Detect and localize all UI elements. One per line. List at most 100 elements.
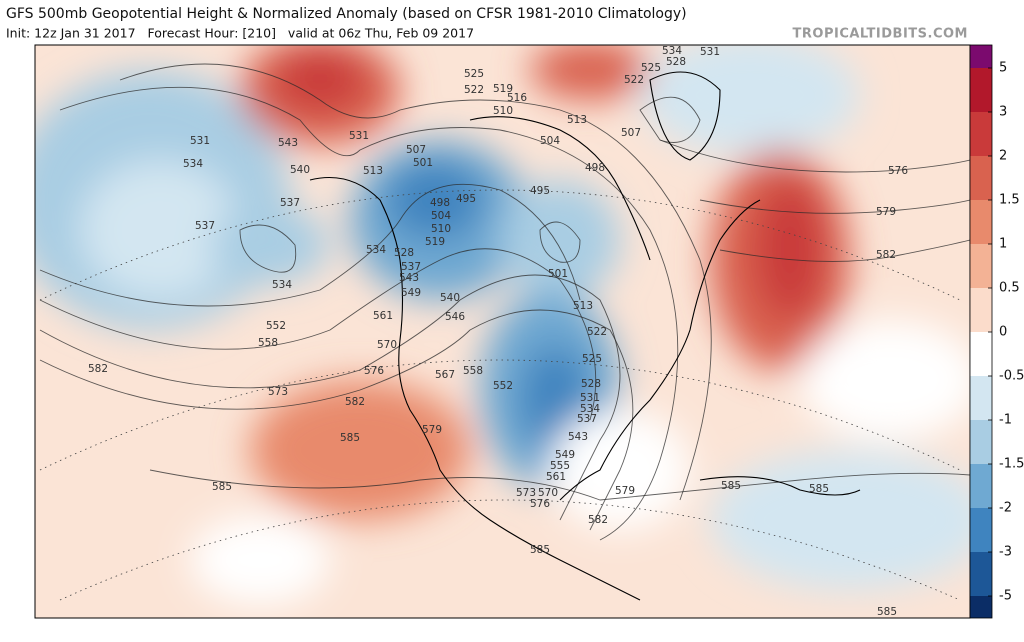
colorbar-segment	[970, 596, 992, 618]
title: GFS 500mb Geopotential Height & Normaliz…	[6, 6, 687, 22]
colorbar-tick-label: 3	[999, 105, 1007, 120]
colorbar-segment	[970, 288, 992, 332]
colorbar-segment	[970, 112, 992, 156]
contour-label: 540	[290, 164, 310, 176]
contour-label: 543	[568, 431, 588, 443]
colorbar-segment	[970, 332, 992, 376]
contour-label: 531	[700, 46, 720, 58]
colorbar-tick-label: -1	[999, 413, 1012, 428]
map: 5315345435405375375345525585735615705765…	[35, 45, 970, 618]
contour-label: 570	[538, 487, 558, 499]
contour-label: 576	[888, 165, 908, 177]
contour-label: 552	[493, 380, 513, 392]
colorbar-tick-label: 1	[999, 237, 1007, 252]
contour-label: 516	[507, 92, 527, 104]
contour-label: 504	[431, 210, 451, 222]
contour-label: 498	[585, 162, 605, 174]
contour-label: 495	[456, 193, 476, 205]
contour-label: 552	[266, 320, 286, 332]
colorbar-tick-label: 2	[999, 149, 1007, 164]
contour-label: 534	[580, 403, 600, 415]
contour-label: 579	[422, 424, 442, 436]
contour-label: 522	[624, 74, 644, 86]
contour-label: 537	[577, 413, 597, 425]
contour-label: 537	[195, 220, 215, 232]
contour-label: 531	[190, 135, 210, 147]
colorbar-tick-label: -1.5	[999, 457, 1024, 472]
contour-label: 582	[345, 396, 365, 408]
contour-label: 570	[377, 339, 397, 351]
contour-label: 522	[464, 84, 484, 96]
colorbar-segment	[970, 68, 992, 112]
colorbar-segment	[970, 200, 992, 244]
colorbar-segment	[970, 156, 992, 200]
colorbar-segment	[970, 244, 992, 288]
contour-label: 537	[280, 197, 300, 209]
contour-label: 558	[258, 337, 278, 349]
contour-label: 561	[546, 471, 566, 483]
contour-label: 513	[363, 165, 383, 177]
colorbar-tick-label: -3	[999, 545, 1012, 560]
contour-label: 567	[435, 369, 455, 381]
contour-label: 501	[413, 157, 433, 169]
contour-label: 585	[340, 432, 360, 444]
colorbar-frame	[969, 44, 993, 619]
contour-label: 582	[588, 514, 608, 526]
contour-label: 585	[721, 480, 741, 492]
colorbar-tick-label: 0	[999, 325, 1007, 340]
contour-label: 534	[366, 244, 386, 256]
contour-label: 510	[493, 105, 513, 117]
contour-label: 579	[615, 485, 635, 497]
contour-label: 528	[666, 56, 686, 68]
contour-label: 558	[463, 365, 483, 377]
contour-label: 561	[373, 310, 393, 322]
colorbar: 5 3 2 1.5 1 0.5 0 -0.5 -1 -1.5 -2 -3 -5	[969, 44, 1024, 619]
contour-label: 543	[278, 137, 298, 149]
contour-label: 549	[401, 287, 421, 299]
height-contours	[39, 63, 970, 541]
colorbar-tick-label: 0.5	[999, 281, 1020, 296]
contour-label: 576	[364, 365, 384, 377]
contour-label: 495	[530, 185, 550, 197]
contour-label: 537	[401, 261, 421, 273]
contour-label: 573	[516, 487, 536, 499]
latitude-lines	[39, 189, 961, 601]
contour-label: 582	[876, 249, 896, 261]
site-label: TROPICALTIDBITS.COM	[793, 27, 968, 42]
contour-label: 498	[430, 197, 450, 209]
contour-label: 513	[573, 300, 593, 312]
colorbar-tick-label: -0.5	[999, 369, 1024, 384]
contour-label: 549	[555, 449, 575, 461]
colorbar-segment	[970, 552, 992, 596]
contour-label: 510	[431, 223, 451, 235]
contour-label: 546	[445, 311, 465, 323]
subtitle: Init: 12z Jan 31 2017 Forecast Hour: [21…	[6, 26, 474, 41]
contour-label: 501	[548, 268, 568, 280]
contour-label: 555	[550, 460, 570, 472]
colorbar-tick-label: 1.5	[999, 193, 1020, 208]
colorbar-tick-label: -2	[999, 501, 1012, 516]
contour-label: 540	[440, 292, 460, 304]
contour-label: 573	[268, 386, 288, 398]
contour-label: 504	[540, 135, 560, 147]
contour-label: 522	[587, 326, 607, 338]
contour-label: 507	[406, 144, 426, 156]
contour-label: 525	[464, 68, 484, 80]
anomaly-field	[35, 45, 970, 605]
colorbar-segment	[970, 376, 992, 420]
colorbar-segment	[970, 508, 992, 552]
contour-label: 576	[530, 498, 550, 510]
contour-label: 582	[88, 363, 108, 375]
contour-label: 531	[580, 392, 600, 404]
contour-label: 534	[183, 158, 203, 170]
contour-label: 585	[877, 606, 897, 618]
colorbar-tick-label: 5	[999, 61, 1007, 76]
contour-label: 519	[493, 83, 513, 95]
contour-labels: 5315345435405375375345525585735615705765…	[88, 45, 908, 618]
contour-label: 534	[272, 279, 292, 291]
contour-label: 531	[349, 130, 369, 142]
colorbar-tick-label: -5	[999, 589, 1012, 604]
contour-label: 585	[212, 481, 232, 493]
colorbar-segment	[970, 420, 992, 464]
